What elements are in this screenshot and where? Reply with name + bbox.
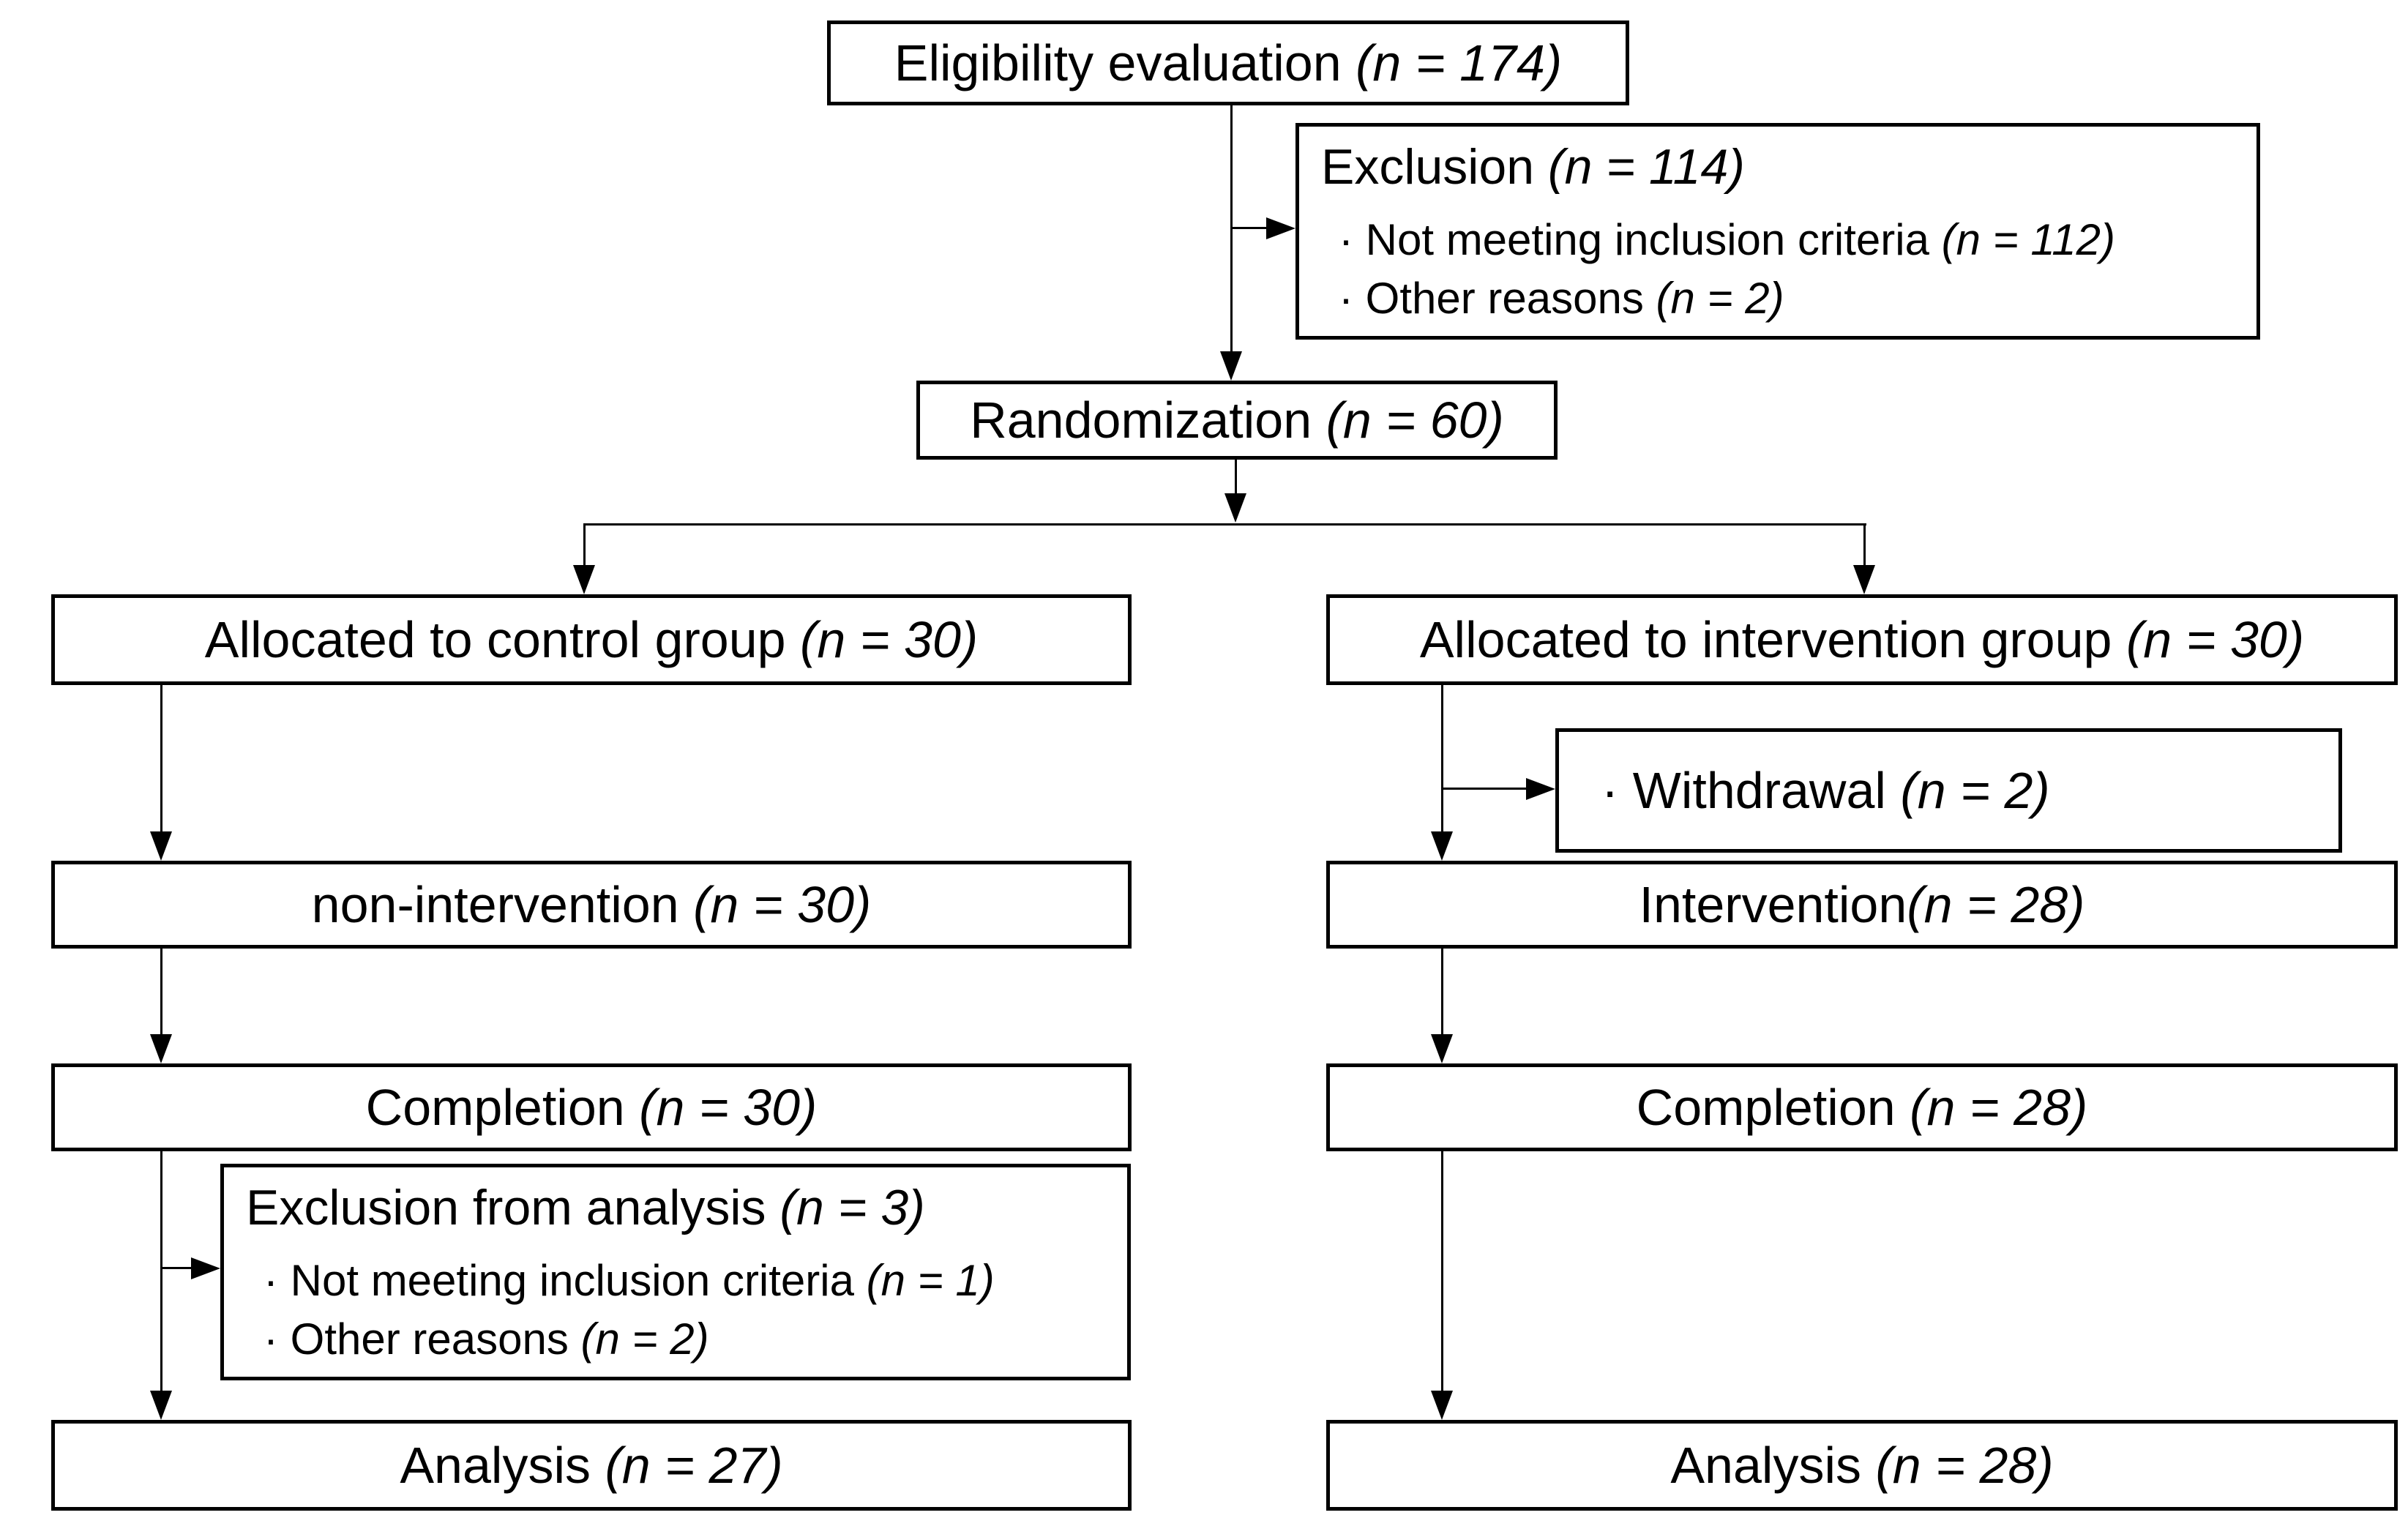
- arrow-down-icon: [1431, 831, 1453, 861]
- exclusion-bullet-2: · Other reasons (n = 2): [1339, 274, 1784, 324]
- eligibility-label: Eligibility evaluation (n = 174): [894, 34, 1563, 91]
- intervention-label: Intervention(n = 28): [1639, 875, 2085, 933]
- arrow-down-icon: [1224, 493, 1246, 523]
- completion-control-box: Completion (n = 30): [51, 1063, 1132, 1151]
- arrow-down-icon: [150, 1391, 172, 1420]
- completion-control-label: Completion (n = 30): [365, 1078, 818, 1136]
- arrow-down-icon: [573, 565, 595, 594]
- randomization-box: Randomization (n = 60): [916, 381, 1558, 460]
- withdrawal-box: · Withdrawal (n = 2): [1555, 728, 2342, 853]
- allocated-intervention-label: Allocated to intervention group (n = 30): [1419, 610, 2305, 668]
- connector-intervention-completion: [1441, 949, 1443, 1036]
- analysis-intervention-box: Analysis (n = 28): [1326, 1420, 2398, 1511]
- exclusion-from-analysis-bullet-2: · Other reasons (n = 2): [263, 1315, 709, 1364]
- connector-to-withdrawal: [1442, 788, 1528, 790]
- intervention-box: Intervention(n = 28): [1326, 861, 2398, 949]
- arrow-down-icon: [1220, 351, 1242, 381]
- allocated-intervention-box: Allocated to intervention group (n = 30): [1326, 594, 2398, 685]
- exclusion-title: Exclusion (n = 114): [1321, 138, 1745, 195]
- connector-eligibility-randomization: [1230, 105, 1233, 353]
- connector-split-allocated-control: [583, 524, 586, 568]
- connector-completion-analysis-intervention: [1441, 1151, 1443, 1392]
- arrow-down-icon: [1853, 565, 1875, 594]
- completion-intervention-label: Completion (n = 28): [1636, 1078, 2088, 1136]
- arrow-right-icon: [1266, 217, 1295, 239]
- connector-allocated-intervention: [1441, 685, 1443, 831]
- connector-to-exclusion: [1231, 227, 1268, 229]
- exclusion-from-analysis-title: Exclusion from analysis (n = 3): [246, 1179, 925, 1235]
- connector-allocated-noninterv: [160, 685, 162, 831]
- analysis-intervention-label: Analysis (n = 28): [1670, 1436, 2054, 1494]
- allocated-control-label: Allocated to control group (n = 30): [204, 610, 979, 668]
- non-intervention-box: non-intervention (n = 30): [51, 861, 1132, 949]
- connector-completion-analysis-control: [160, 1151, 162, 1392]
- non-intervention-label: non-intervention (n = 30): [311, 875, 872, 933]
- connector-split-allocated-intervention: [1863, 524, 1866, 568]
- analysis-control-label: Analysis (n = 27): [400, 1436, 783, 1494]
- arrow-right-icon: [1526, 778, 1555, 800]
- exclusion-bullet-1: · Not meeting inclusion criteria (n = 11…: [1339, 215, 2116, 265]
- arrow-right-icon: [191, 1257, 220, 1279]
- eligibility-box: Eligibility evaluation (n = 174): [827, 20, 1629, 105]
- withdrawal-label: · Withdrawal (n = 2): [1601, 761, 2050, 819]
- randomization-label: Randomization (n = 60): [970, 391, 1504, 449]
- connector-noninterv-completion: [160, 949, 162, 1036]
- exclusion-from-analysis-box: Exclusion from analysis (n = 3) · Not me…: [220, 1164, 1131, 1380]
- exclusion-from-analysis-bullet-1: · Not meeting inclusion criteria (n = 1): [263, 1256, 995, 1306]
- analysis-control-box: Analysis (n = 27): [51, 1420, 1132, 1511]
- arrow-down-icon: [150, 1034, 172, 1063]
- split-bar: [583, 523, 1866, 526]
- connector-randomization-split: [1235, 460, 1237, 495]
- connector-to-exclusion-analysis: [161, 1267, 194, 1269]
- exclusion-box: Exclusion (n = 114) · Not meeting inclus…: [1295, 123, 2260, 340]
- completion-intervention-box: Completion (n = 28): [1326, 1063, 2398, 1151]
- arrow-down-icon: [150, 831, 172, 861]
- arrow-down-icon: [1431, 1034, 1453, 1063]
- allocated-control-box: Allocated to control group (n = 30): [51, 594, 1132, 685]
- arrow-down-icon: [1431, 1391, 1453, 1420]
